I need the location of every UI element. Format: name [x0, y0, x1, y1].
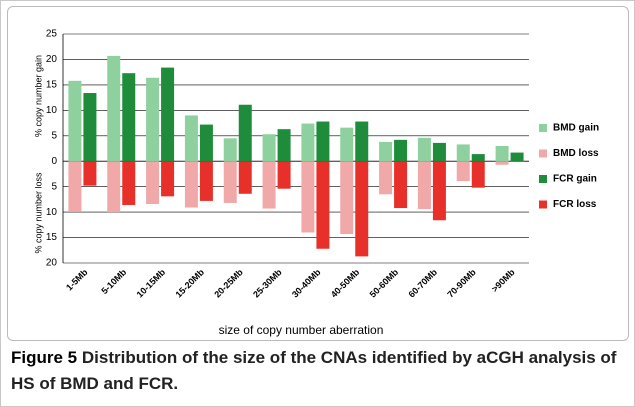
- legend-swatch: [539, 124, 547, 132]
- bar: [107, 161, 121, 213]
- bar: [301, 161, 315, 233]
- bar: [223, 161, 237, 203]
- bar: [495, 161, 509, 165]
- bar: [184, 161, 198, 208]
- bar: [146, 161, 160, 204]
- x-axis-label: size of copy number aberration: [219, 323, 384, 337]
- legend-label: BMD gain: [553, 123, 599, 134]
- y-tick-label: 5: [51, 181, 57, 192]
- bar: [68, 161, 82, 212]
- bar: [417, 137, 431, 162]
- x-tick-label: 10-15Mb: [135, 267, 168, 300]
- bar: [83, 161, 97, 186]
- bar: [238, 104, 252, 162]
- bar: [495, 145, 509, 162]
- legend-label: FCR loss: [553, 199, 597, 210]
- bar: [122, 161, 136, 205]
- bar: [417, 161, 431, 210]
- bar: [471, 154, 485, 162]
- y-tick-label: 10: [46, 105, 58, 116]
- bar: [122, 73, 136, 162]
- x-tick-label: 1-5Mb: [64, 267, 90, 293]
- legend-swatch: [539, 200, 547, 209]
- y-tick-label: 5: [51, 130, 57, 141]
- bar: [316, 161, 330, 249]
- y-tick-label: 25: [46, 29, 58, 40]
- bar: [316, 121, 330, 162]
- bar: [184, 115, 198, 162]
- chart: % copy number gain % copy number loss si…: [33, 29, 599, 338]
- x-tick-label: 60-70Mb: [406, 267, 439, 300]
- x-tick-label: 50-60Mb: [368, 267, 401, 300]
- chart-panel: [7, 6, 629, 341]
- x-tick-label: >90Mb: [490, 267, 517, 294]
- bar: [262, 161, 276, 209]
- x-tick-label: 40-50Mb: [329, 267, 362, 300]
- bar: [301, 123, 315, 162]
- bar: [379, 141, 393, 162]
- y-tick-label: 10: [46, 207, 58, 218]
- bar: [394, 161, 408, 209]
- y-axis-label: % copy number gain: [33, 55, 43, 137]
- caption: Figure 5 Distribution of the size of the…: [11, 345, 623, 397]
- bar: [432, 142, 446, 162]
- bar: [456, 161, 470, 182]
- bar: [471, 161, 485, 188]
- bar: [262, 134, 276, 162]
- bar: [432, 161, 446, 221]
- bar: [146, 77, 160, 162]
- bar: [199, 124, 213, 162]
- bar: [161, 161, 175, 197]
- bar: [456, 144, 470, 162]
- bar: [277, 161, 291, 189]
- bar: [510, 152, 524, 162]
- x-tick-label: 70-90Mb: [445, 267, 478, 300]
- y-tick-label: 15: [46, 80, 58, 91]
- caption-text: Distribution of the size of the CNAs ide…: [11, 348, 617, 393]
- x-tick-label: 30-40Mb: [290, 267, 323, 300]
- legend-swatch: [539, 149, 547, 158]
- y-axis-label: % copy number loss: [33, 172, 43, 254]
- bar: [277, 129, 291, 162]
- x-tick-label: 25-30Mb: [251, 267, 284, 300]
- x-tick-label: 20-25Mb: [212, 267, 245, 300]
- bar: [223, 138, 237, 162]
- bar: [394, 139, 408, 162]
- y-tick-label: 0: [51, 156, 57, 167]
- y-tick-label: 20: [46, 54, 58, 65]
- bar: [355, 161, 369, 257]
- bar: [161, 67, 175, 162]
- legend-swatch: [539, 175, 547, 183]
- bar: [340, 127, 354, 162]
- legend-label: FCR gain: [553, 174, 597, 185]
- bar: [107, 55, 121, 162]
- bar: [355, 121, 369, 162]
- y-tick-label: 20: [46, 258, 58, 269]
- bar: [340, 161, 354, 234]
- x-tick-label: 5-10Mb: [99, 267, 128, 296]
- bar: [83, 93, 97, 162]
- y-tick-label: 15: [46, 232, 58, 243]
- bar: [379, 161, 393, 195]
- bar: [68, 80, 82, 162]
- caption-label: Figure 5: [11, 348, 78, 367]
- x-tick-label: 15-20Mb: [173, 267, 206, 300]
- bar: [238, 161, 252, 194]
- legend-label: BMD loss: [553, 148, 599, 159]
- bar: [199, 161, 213, 201]
